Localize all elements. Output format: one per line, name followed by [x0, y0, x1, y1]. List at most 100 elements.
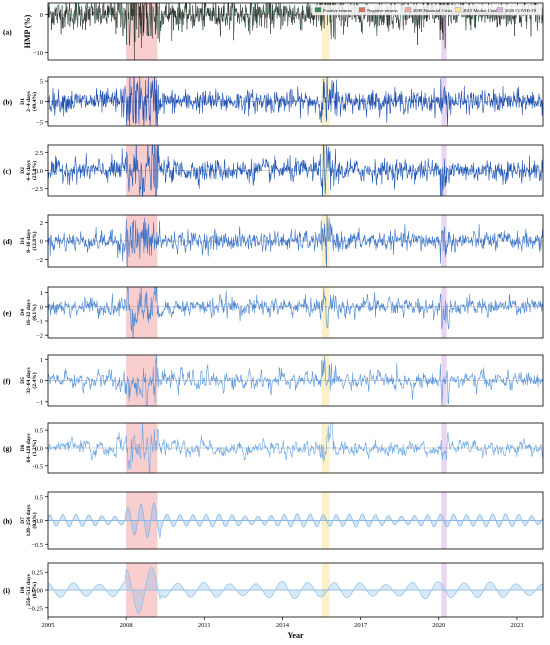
y-tick-label: −10: [33, 50, 43, 57]
y-tick-label: 0.25: [32, 570, 43, 577]
y-tick-label: −1: [36, 399, 43, 406]
y-axis-label: 4–8 days: [26, 159, 32, 180]
series-line: [48, 145, 543, 196]
x-tick-label: 2005: [42, 622, 55, 629]
y-axis-label: D7: [20, 517, 26, 524]
series-area: [48, 502, 543, 539]
y-axis-label: 16–32 days: [26, 299, 32, 326]
y-tick-label: −1: [36, 319, 43, 326]
legend: Positive returns Negative returns 2008 Fin…: [311, 4, 543, 16]
panel-e: 1 0 −1 −2 (e) D4 16–32 days (6.1%): [3, 286, 544, 340]
panel-letter: (c): [3, 167, 12, 176]
y-tick-label: 0.0: [35, 518, 43, 525]
y-axis-label: D1: [20, 98, 26, 105]
panel-letter: (i): [3, 586, 11, 595]
y-tick-label: 0: [40, 304, 43, 311]
y-axis-label: (49.4%): [31, 92, 38, 111]
panel-letter: (e): [3, 309, 12, 318]
y-axis-label: D5: [20, 377, 26, 384]
legend-swatch-4: [496, 7, 504, 13]
y-tick-label: 1: [40, 357, 43, 364]
y-axis-label: HMP (%): [23, 14, 32, 48]
y-tick-label: −5: [36, 119, 43, 126]
y-axis-label: (25.8%): [31, 161, 38, 180]
y-tick-label: 1: [40, 290, 43, 297]
x-tick-label: 2008: [120, 622, 133, 629]
legend-label-0: Positive returns: [323, 8, 352, 13]
panels-group: 0−10(a) HMP (%)50−5(b) D1 2–4 days (49.4%)2.…: [3, 2, 544, 618]
shaded-period-1: [321, 287, 330, 338]
y-axis-label: D8: [20, 586, 26, 593]
series-line: [48, 423, 543, 473]
shaded-period-2: [441, 3, 447, 60]
x-tick-label: 2020: [432, 622, 445, 629]
y-tick-label: −0.5: [31, 463, 43, 470]
y-tick-label: 0: [40, 99, 43, 106]
y-axis-label: (0.9%): [31, 512, 38, 528]
panel-letter: (f): [3, 377, 11, 386]
y-axis-label: D6: [20, 444, 26, 451]
y-axis-label: (1.2%): [31, 440, 38, 456]
legend-label-3: 2015 Market Crash: [463, 8, 499, 13]
legend-swatch-3: [454, 7, 462, 13]
legend-box: [311, 4, 543, 16]
x-tick-label: 2014: [276, 622, 290, 629]
series-line: [48, 287, 543, 338]
y-tick-label: 2: [40, 220, 43, 227]
panel-letter: (b): [3, 98, 13, 107]
y-axis-label: 64–128 days: [26, 433, 32, 463]
y-axis-label: 256–512 days: [26, 573, 32, 606]
y-tick-label: −0.5: [31, 542, 43, 549]
y-tick-label: −0.25: [28, 605, 43, 612]
panel-frame: [47, 286, 544, 339]
y-tick-label: −2: [36, 333, 43, 340]
x-tick-label: 2017: [354, 622, 368, 629]
panel-letter: (d): [3, 237, 13, 246]
legend-label-4: 2020 COVID-19: [505, 8, 537, 13]
y-axis-label: (0.5%): [31, 582, 38, 598]
y-axis-label: D4: [20, 309, 26, 316]
y-tick-label: 0.5: [35, 494, 43, 501]
panel-h: 0.5 0.0 −0.5 (h) D7 128–256 days (0.9%): [3, 491, 544, 550]
series-area: [48, 567, 543, 614]
y-tick-label: 0: [40, 239, 43, 246]
y-tick-label: −2: [36, 257, 43, 264]
panel-letter: (g): [3, 444, 12, 453]
y-axis-label: D3: [20, 237, 26, 244]
panel-d: 2 0 −2 (d) D3 8–16 days (12.8%): [3, 214, 544, 268]
legend-swatch-1: [358, 7, 366, 13]
y-tick-label: −2.5: [31, 186, 43, 193]
y-tick-label: 0.0: [35, 446, 43, 453]
panel-f: 1 0 −1 (f) D5 32–64 days (2.4%): [3, 354, 544, 407]
y-tick-label: 5: [40, 79, 43, 86]
panel-g: 0.5 0.0 −0.5 (g) D6 64–128 days (1.2%): [3, 422, 544, 474]
panel-letter: (a): [3, 28, 12, 37]
legend-swatch-0: [314, 7, 322, 13]
legend-label-1: Negative returns: [367, 8, 398, 13]
x-tick-label: 2023: [510, 622, 523, 629]
x-axis-label: Year: [288, 631, 304, 640]
y-axis-label: D2: [20, 167, 26, 174]
series-line: [48, 215, 543, 267]
y-axis-label: 2–4 days: [26, 90, 32, 111]
legend-swatch-2: [404, 7, 412, 13]
panel-b: 5 0 −5 (b) D1 2–4 days (49.4%): [3, 76, 544, 126]
y-axis-label: 128–256 days: [26, 504, 32, 537]
panel-frame: [47, 2, 544, 61]
x-tick-label: 2011: [198, 622, 211, 629]
panel-i: 0.25 0.00 −0.25 (i) D8 256–512 days (0.5%): [3, 562, 544, 618]
y-axis-label: (6.1%): [31, 304, 38, 320]
y-axis-label: 8–16 days: [26, 228, 32, 252]
y-axis-label: (2.4%): [31, 372, 38, 388]
y-tick-label: 0.5: [35, 428, 43, 435]
y-axis-label: (12.8%): [31, 231, 38, 250]
y-tick-label: 0: [40, 378, 43, 385]
series-line: [48, 355, 543, 406]
y-tick-label: 0.00: [32, 588, 43, 595]
y-tick-label: 0.0: [35, 168, 43, 175]
y-tick-label: 0: [40, 12, 43, 19]
shaded-period-1: [321, 3, 330, 60]
series-line: [48, 77, 543, 126]
y-tick-label: 2.5: [35, 150, 43, 157]
